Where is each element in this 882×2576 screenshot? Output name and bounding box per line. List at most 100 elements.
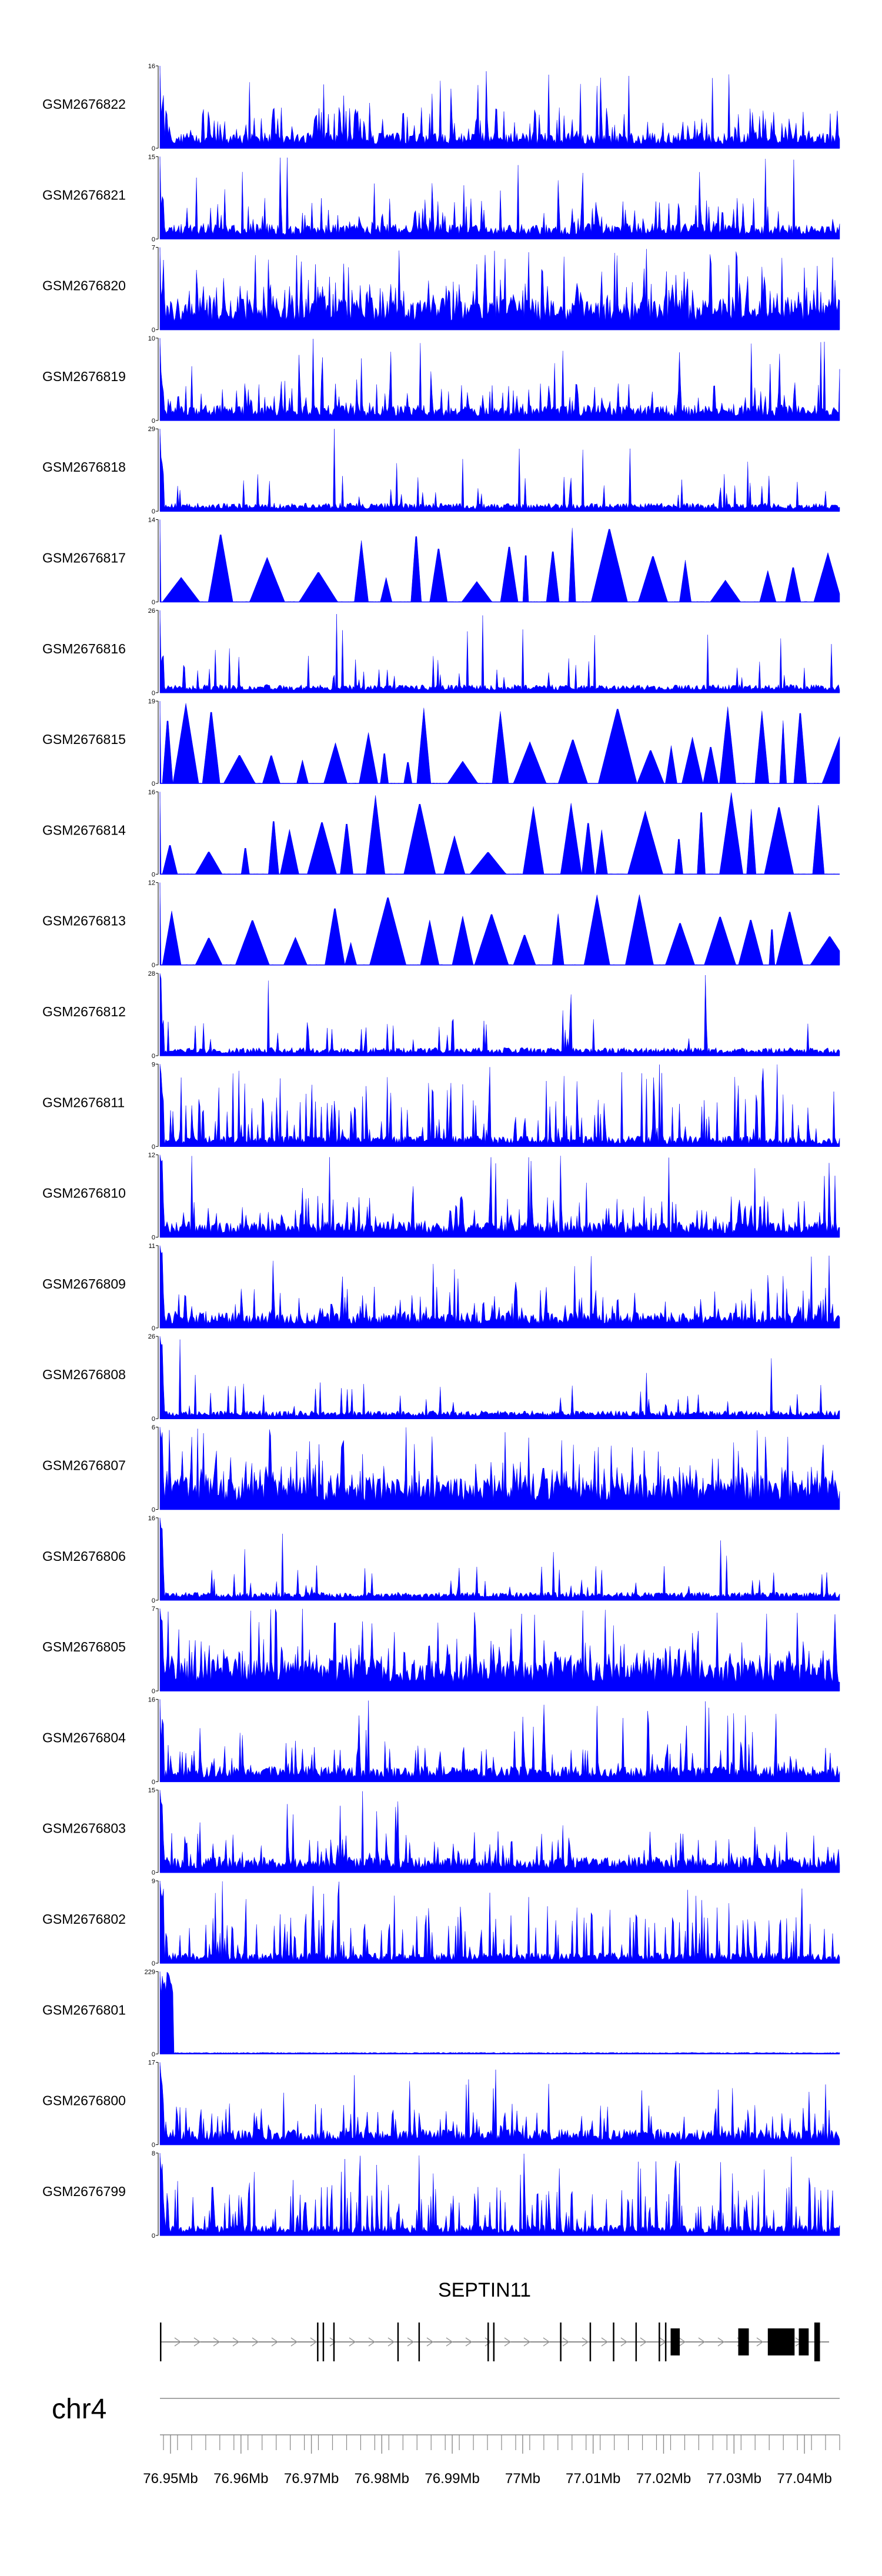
y-max-label: 16 (148, 789, 155, 796)
coverage-track: GSM2676802 9 0 (42, 1878, 840, 1967)
coverage-area (159, 519, 840, 602)
gene-exon (322, 2323, 325, 2361)
chromosome-axis: chr4 76.95Mb 76.96Mb 76.97Mb 76.98Mb 76.99Mb 7… (52, 2394, 840, 2487)
gene-exon (670, 2328, 680, 2355)
strand-arrow (349, 2337, 356, 2347)
coverage-area (159, 701, 840, 784)
y-max-label: 12 (148, 880, 155, 887)
y-max-label: 7 (152, 245, 155, 252)
track-label: GSM2676815 (42, 732, 126, 747)
strand-arrow (271, 2337, 279, 2347)
gene-exon (418, 2323, 420, 2361)
coverage-area (159, 610, 840, 693)
strand-arrow (601, 2337, 609, 2347)
strand-arrow (679, 2337, 686, 2347)
gene-exon (160, 2323, 162, 2361)
coverage-area (159, 1971, 840, 2054)
axis-tick-label: 77Mb (505, 2471, 540, 2487)
y-min-label: 0 (152, 236, 155, 243)
strand-arrow (174, 2337, 182, 2347)
coverage-area (159, 1336, 840, 1419)
axis-tick-label: 76.97Mb (284, 2471, 339, 2487)
coverage-track: GSM2676816 26 0 (42, 608, 840, 697)
gene-exon (613, 2323, 614, 2361)
strand-arrow (756, 2337, 764, 2347)
coverage-area (159, 2062, 840, 2145)
y-max-label: 16 (148, 1515, 155, 1522)
y-min-label: 0 (152, 1325, 155, 1332)
y-min-label: 0 (152, 508, 155, 515)
y-min-label: 0 (152, 1870, 155, 1877)
track-label: GSM2676821 (42, 187, 126, 202)
axis-tick-label: 76.96Mb (213, 2471, 268, 2487)
axis-tick-label: 77.02Mb (636, 2471, 691, 2487)
y-min-label: 0 (152, 145, 155, 152)
strand-arrow (562, 2337, 570, 2347)
gene-exon (317, 2323, 319, 2361)
track-label: GSM2676813 (42, 913, 126, 929)
coverage-area (159, 1517, 840, 1601)
y-max-label: 9 (152, 1061, 155, 1068)
coverage-area (159, 1064, 840, 1147)
coverage-area (159, 792, 840, 875)
strand-arrow (426, 2337, 434, 2347)
coverage-track: GSM2676807 6 0 (42, 1424, 840, 1514)
track-label: GSM2676802 (42, 1911, 126, 1927)
track-label: GSM2676809 (42, 1276, 126, 1292)
coverage-track: GSM2676815 19 0 (42, 698, 840, 788)
track-label: GSM2676814 (42, 822, 126, 837)
gene-exon (664, 2323, 667, 2361)
coverage-area (159, 65, 840, 149)
coverage-area (159, 1245, 840, 1329)
y-max-label: 229 (145, 1968, 155, 1976)
gene-exon (333, 2323, 335, 2361)
track-label: GSM2676799 (42, 2184, 126, 2199)
strand-arrow (504, 2337, 512, 2347)
track-label: GSM2676817 (42, 550, 126, 566)
coverage-track: GSM2676811 9 0 (42, 1061, 840, 1150)
y-min-label: 0 (152, 1778, 155, 1786)
track-label: GSM2676810 (42, 1186, 126, 1201)
coverage-tracks: GSM2676822160GSM2676821150GSM267682070GS… (42, 63, 840, 2240)
strand-arrow (698, 2337, 706, 2347)
gene-exon (493, 2323, 495, 2361)
y-min-label: 0 (152, 1960, 155, 1967)
coverage-track: GSM2676803 15 0 (42, 1787, 840, 1877)
track-label: GSM2676807 (42, 1458, 126, 1473)
coverage-track: GSM2676814 16 0 (42, 789, 840, 878)
coverage-track: GSM2676800 17 0 (42, 2060, 840, 2149)
coverage-area (159, 1154, 840, 1237)
coverage-track: GSM2676804 16 0 (42, 1696, 840, 1786)
track-label: GSM2676822 (42, 96, 126, 112)
y-min-label: 0 (152, 418, 155, 425)
coverage-area (159, 1880, 840, 1964)
track-label: GSM2676803 (42, 1821, 126, 1836)
gene-exon (397, 2323, 399, 2361)
y-min-label: 0 (152, 1688, 155, 1695)
track-label: GSM2676805 (42, 1639, 126, 1654)
y-max-label: 17 (148, 2060, 155, 2067)
strand-arrow (523, 2337, 531, 2347)
gene-exon (635, 2323, 637, 2361)
y-max-label: 16 (148, 1696, 155, 1703)
coverage-track: GSM2676813 12 0 (42, 880, 840, 969)
strand-arrow (717, 2337, 725, 2347)
coverage-track: GSM2676808 26 0 (42, 1333, 840, 1423)
y-min-label: 0 (152, 690, 155, 697)
coverage-track: GSM2676817 14 0 (42, 517, 840, 606)
gene-exon (589, 2323, 592, 2361)
axis-tick-label: 77.03Mb (707, 2471, 761, 2487)
coverage-track: GSM2676812 28 0 (42, 970, 840, 1060)
track-label: GSM2676816 (42, 641, 126, 656)
axis-tick-label: 76.98Mb (355, 2471, 409, 2487)
strand-arrow (252, 2337, 259, 2347)
gene-exon (560, 2323, 562, 2361)
track-label: GSM2676812 (42, 1004, 126, 1019)
coverage-track: GSM2676805 7 0 (42, 1606, 840, 1695)
y-min-label: 0 (152, 1234, 155, 1242)
track-label: GSM2676806 (42, 1549, 126, 1564)
y-max-label: 7 (152, 1606, 155, 1613)
coverage-track: GSM2676820 7 0 (42, 245, 840, 334)
track-label: GSM2676801 (42, 2002, 126, 2017)
